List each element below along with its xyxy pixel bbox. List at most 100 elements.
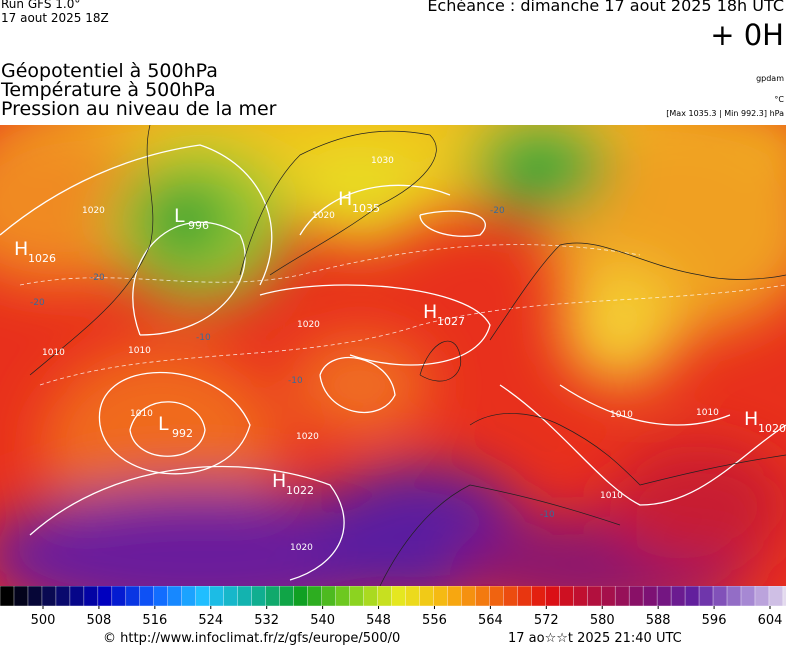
colorbar-swatch [349,586,365,607]
coastlines [29,125,786,586]
isobar-label: 1030 [371,156,394,166]
colorbar-swatch [656,586,672,607]
colorbar-swatch [698,586,714,607]
colorbar-swatch [726,586,742,607]
center-letter: L [158,413,169,435]
colorbar-swatch [27,586,43,607]
lead-time: + 0H [710,18,784,52]
colorbar-tick-label: 516 [142,613,167,628]
colorbar-tick-label: 588 [646,613,671,628]
isobar-label: 1010 [600,491,623,501]
colorbar-swatch [167,586,183,607]
colorbar-swatch [195,586,211,607]
unit: gpdam [756,74,784,83]
colorbar-swatch [489,586,505,607]
colorbar-tick-label: 580 [590,613,615,628]
generated-time: 17 ao☆☆t 2025 21:40 UTC [508,631,682,646]
colorbar-swatch [55,586,71,607]
colorbar-swatch [740,586,756,607]
isotherm-label: -20 [90,273,105,283]
isobar-label: 1020 [82,206,105,216]
colorbar-tick-label: 556 [422,613,447,628]
field-name: Pression au niveau de la mer [1,98,277,120]
center-value: 1035 [352,202,380,215]
colorbar-swatch [642,586,658,607]
colorbar-swatch [377,586,393,607]
colorbar-swatch [559,586,574,607]
colorbar-swatch [293,586,309,607]
colorbar-swatch [517,586,532,607]
run-time: 17 aout 2025 18Z [1,11,109,25]
colorbar-tick-label: 508 [87,613,112,628]
colorbar-swatch [433,586,449,607]
isobar-label: 1010 [696,408,719,418]
colorbar-tick-label: 548 [366,613,391,628]
center-value: 1020 [758,422,786,435]
temperature-field [0,125,786,586]
colorbar-swatch [712,586,728,607]
colorbar-swatch [265,586,281,607]
colorbar-swatch [13,586,29,607]
colorbar-swatch [139,586,155,607]
isotherms [19,244,786,386]
colorbar-swatch [237,586,253,607]
colorbar-swatch [545,586,560,607]
center-value: 1022 [286,484,314,497]
colorbar-swatch [628,586,644,607]
colorbar-swatch [586,586,602,607]
colorbar-swatch [768,586,784,607]
center-letter: H [272,470,286,492]
colorbar: 500 508 516 524 532 540 548 556 564 572 580 588 596 6… [0,586,786,628]
colorbar-swatch [754,586,770,607]
isotherm-label: -20 [490,206,505,216]
isobars [0,144,786,581]
colorbar-swatch [209,586,225,607]
valid-time: Echéance : dimanche 17 aout 2025 18h UTC [427,0,784,15]
isotherm-label: -10 [196,333,211,343]
isobar-label: 1010 [42,348,65,358]
field-name: Température à 500hPa [1,79,216,101]
isobar-label: 1010 [130,409,153,419]
colorbar-swatch [684,586,700,607]
colorbar-swatch [461,586,477,607]
colorbar-tick-label: 564 [478,613,503,628]
extremes: [Max 1035.3 | Min 992.3] hPa [666,109,784,118]
center-value: 1026 [28,252,56,265]
isotherm-label: -10 [288,376,303,386]
colorbar-tick-label: 500 [31,613,56,628]
colorbar-swatch [279,586,295,607]
colorbar-swatch [419,586,435,607]
colorbar-swatch [573,586,588,607]
center-letter: H [744,408,758,430]
isobar-label: 1010 [610,410,633,420]
isobar-label: 1020 [296,432,319,442]
run-label: Run GFS 1.0° [1,0,81,11]
field-name: Géopotentiel à 500hPa [1,60,218,82]
colorbar-tick-label: 604 [758,613,783,628]
colorbar-swatch [223,586,239,607]
isobar-label: 1020 [290,543,313,553]
isobar-label: 1020 [297,320,320,330]
isotherm-label: -10 [540,510,555,520]
colorbar-swatch [321,586,337,607]
source: © http://www.infoclimat.fr/z/gfs/europe/… [103,631,401,646]
center-letter: L [174,205,185,227]
unit: °C [774,95,784,104]
center-value: 1027 [437,315,465,328]
colorbar-tick-label: 572 [534,613,559,628]
colorbar-swatch [531,586,546,607]
colorbar-swatch [181,586,197,607]
colorbar-tick-label: 524 [198,613,223,628]
colorbar-swatch [600,586,616,607]
center-value: 992 [172,427,193,440]
center-letter: H [338,188,352,210]
colorbar-swatch [405,586,421,607]
colorbar-tick-label: 540 [310,613,335,628]
colorbar-swatch [391,586,407,607]
colorbar-swatch [97,586,113,607]
colorbar-tick-label: 596 [702,613,727,628]
center-letter: H [423,301,437,323]
colorbar-swatch [503,586,518,607]
